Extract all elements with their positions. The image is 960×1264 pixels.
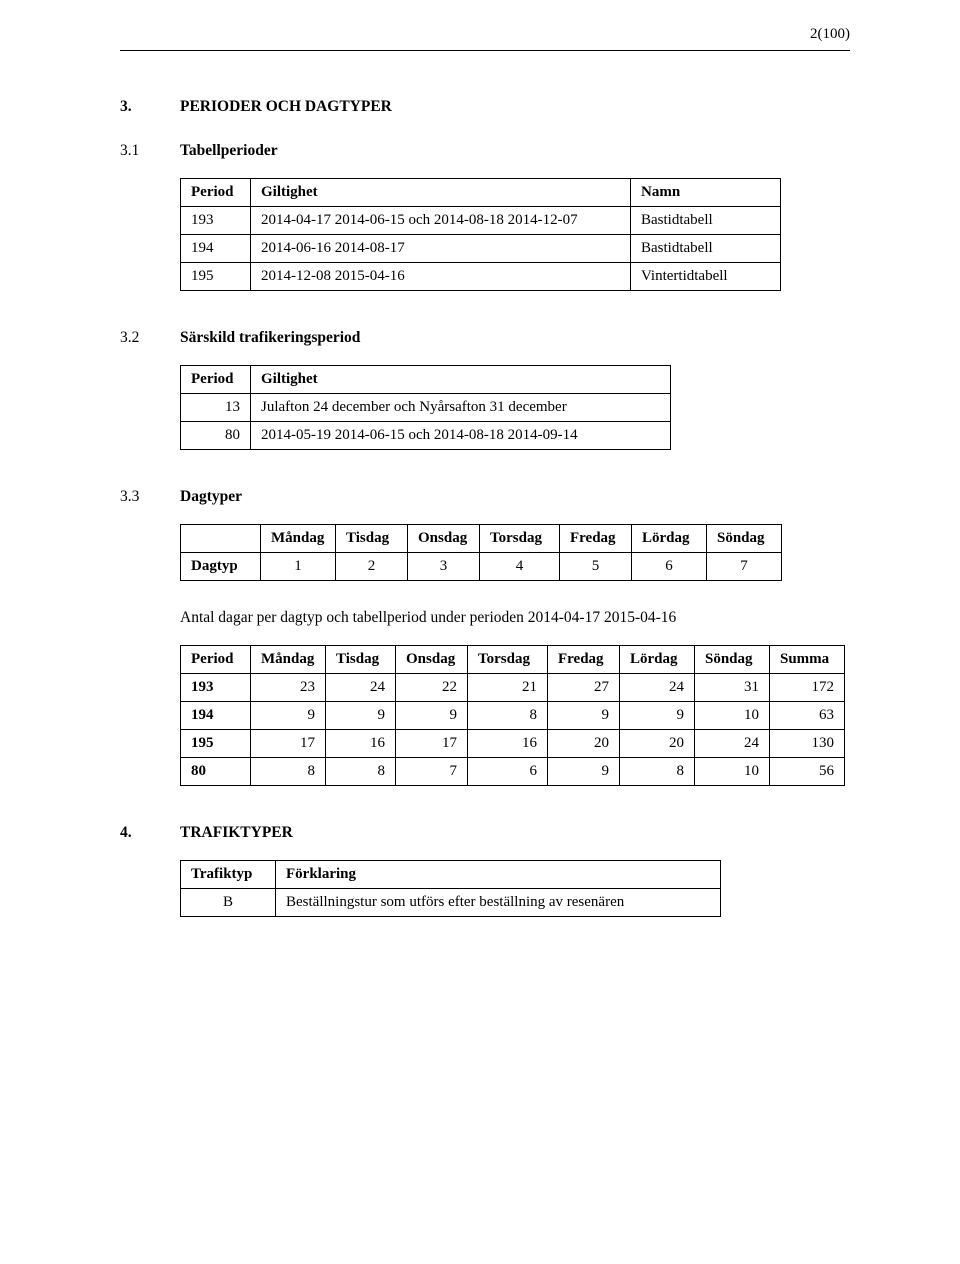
section-3-1-heading: 3.1 Tabellperioder — [120, 142, 850, 160]
table-3-1: Period Giltighet Namn 193 2014-04-17 201… — [180, 178, 781, 291]
section-3-2-heading: 3.2 Särskild trafikeringsperiod — [120, 329, 850, 347]
table-row: 195 17 16 17 16 20 20 24 130 — [181, 730, 845, 758]
th-blank — [181, 525, 261, 553]
table-row: 194 9 9 9 8 9 9 10 63 — [181, 702, 845, 730]
th-namn: Namn — [631, 179, 781, 207]
th-wed: Onsdag — [408, 525, 480, 553]
th-trafiktyp: Trafiktyp — [181, 861, 276, 889]
section-4-title: TRAFIKTYPER — [180, 824, 293, 842]
th-giltighet: Giltighet — [251, 366, 671, 394]
table-3-3-b: Period Måndag Tisdag Onsdag Torsdag Fred… — [180, 645, 845, 786]
table-row: 195 2014-12-08 2015-04-16 Vintertidtabel… — [181, 263, 781, 291]
table-row: 80 8 8 7 6 9 8 10 56 — [181, 758, 845, 786]
table-row: 193 23 24 22 21 27 24 31 172 — [181, 674, 845, 702]
th-fri: Fredag — [560, 525, 632, 553]
th-forklaring: Förklaring — [276, 861, 721, 889]
section-3-1-title: Tabellperioder — [180, 142, 278, 160]
section-3-3-num: 3.3 — [120, 488, 180, 506]
header-rule — [120, 50, 850, 51]
table-row: Dagtyp 1 2 3 4 5 6 7 — [181, 553, 782, 581]
row-label: Dagtyp — [181, 553, 261, 581]
table-row: 13 Julafton 24 december och Nyårsafton 3… — [181, 394, 671, 422]
th-thu: Torsdag — [480, 525, 560, 553]
table-3-3-caption: Antal dagar per dagtyp och tabellperiod … — [180, 609, 850, 627]
section-3-1-num: 3.1 — [120, 142, 180, 160]
table-row: B Beställningstur som utförs efter bestä… — [181, 889, 721, 917]
section-3-num: 3. — [120, 98, 180, 116]
section-3-title: PERIODER OCH DAGTYPER — [180, 98, 392, 116]
section-3-2-title: Särskild trafikeringsperiod — [180, 329, 360, 347]
table-3-2: Period Giltighet 13 Julafton 24 december… — [180, 365, 671, 450]
table-3-3-a: Måndag Tisdag Onsdag Torsdag Fredag Lörd… — [180, 524, 782, 581]
th-period: Period — [181, 179, 251, 207]
section-3-heading: 3. PERIODER OCH DAGTYPER — [120, 98, 850, 116]
th-mon: Måndag — [261, 525, 336, 553]
section-3-3-heading: 3.3 Dagtyper — [120, 488, 850, 506]
table-4: Trafiktyp Förklaring B Beställningstur s… — [180, 860, 721, 917]
table-row: 80 2014-05-19 2014-06-15 och 2014-08-18 … — [181, 422, 671, 450]
section-3-3-title: Dagtyper — [180, 488, 242, 506]
section-4-num: 4. — [120, 824, 180, 842]
th-sun: Söndag — [707, 525, 782, 553]
section-3-2-num: 3.2 — [120, 329, 180, 347]
th-giltighet: Giltighet — [251, 179, 631, 207]
page-number: 2(100) — [810, 26, 850, 43]
table-row: 193 2014-04-17 2014-06-15 och 2014-08-18… — [181, 207, 781, 235]
th-sat: Lördag — [632, 525, 707, 553]
th-tue: Tisdag — [336, 525, 408, 553]
th-period: Period — [181, 366, 251, 394]
table-row: 194 2014-06-16 2014-08-17 Bastidtabell — [181, 235, 781, 263]
section-4-heading: 4. TRAFIKTYPER — [120, 824, 850, 842]
